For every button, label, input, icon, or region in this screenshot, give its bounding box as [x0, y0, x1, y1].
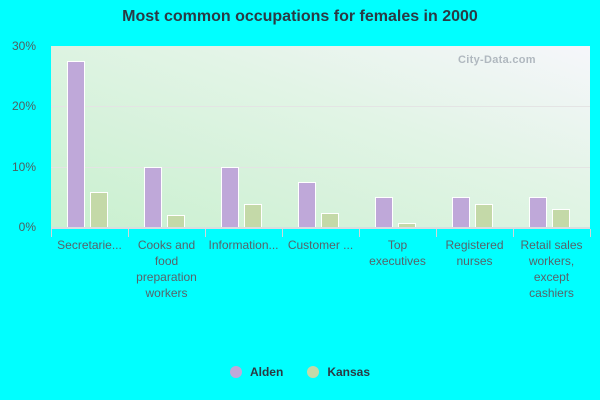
legend-swatch-icon	[229, 366, 242, 378]
chart-title: Most common occupations for females in 2…	[122, 8, 478, 25]
y-tick-label: 10%	[11, 159, 36, 174]
bar-kansas[interactable]	[167, 214, 185, 227]
legend: Alden Kansas	[0, 365, 600, 379]
gridline	[51, 106, 590, 108]
x-tick-label: Customer ...	[287, 238, 354, 252]
x-tick	[513, 229, 514, 237]
x-tick-label: Information...	[208, 238, 279, 252]
bar-alden[interactable]	[221, 166, 239, 227]
bar-alden[interactable]	[144, 166, 162, 227]
bar-kansas[interactable]	[398, 222, 416, 227]
x-tick-label: Registered nurses	[445, 238, 504, 268]
x-tick-label: Top executives	[369, 238, 426, 268]
bar-kansas[interactable]	[475, 204, 493, 227]
x-tick	[128, 229, 129, 237]
legend-swatch-icon	[307, 366, 320, 378]
bar-kansas[interactable]	[552, 208, 570, 227]
x-tick	[282, 229, 283, 237]
x-tick	[205, 229, 206, 237]
x-tick	[436, 229, 437, 237]
y-tick-label: 20%	[11, 99, 36, 114]
bar-alden[interactable]	[375, 196, 393, 227]
gridline	[51, 166, 590, 168]
legend-label: Kansas	[327, 365, 371, 379]
x-tick	[359, 229, 360, 237]
bar-kansas[interactable]	[90, 192, 108, 227]
bar-kansas[interactable]	[244, 204, 262, 227]
bar-alden[interactable]	[452, 196, 470, 227]
x-tick	[590, 229, 591, 237]
x-tick	[51, 229, 52, 237]
watermark: City-Data.com	[458, 54, 536, 66]
bar-kansas[interactable]	[321, 213, 339, 227]
legend-item-kansas[interactable]: Kansas	[307, 365, 370, 379]
bar-alden[interactable]	[529, 196, 547, 227]
plot-area: City-Data.com	[51, 46, 590, 227]
bar-alden[interactable]	[67, 61, 85, 227]
x-tick-label: Retail sales workers, except cashiers	[520, 238, 583, 300]
y-tick-label: 0%	[18, 220, 36, 234]
legend-label: Alden	[249, 365, 284, 379]
bar-alden[interactable]	[298, 181, 316, 227]
x-tick-label: Cooks and food preparation workers	[136, 238, 197, 300]
x-axis-line	[51, 227, 590, 229]
x-tick-label: Secretarie...	[57, 238, 122, 252]
legend-item-alden[interactable]: Alden	[229, 365, 284, 379]
y-tick-label: 30%	[11, 39, 36, 53]
